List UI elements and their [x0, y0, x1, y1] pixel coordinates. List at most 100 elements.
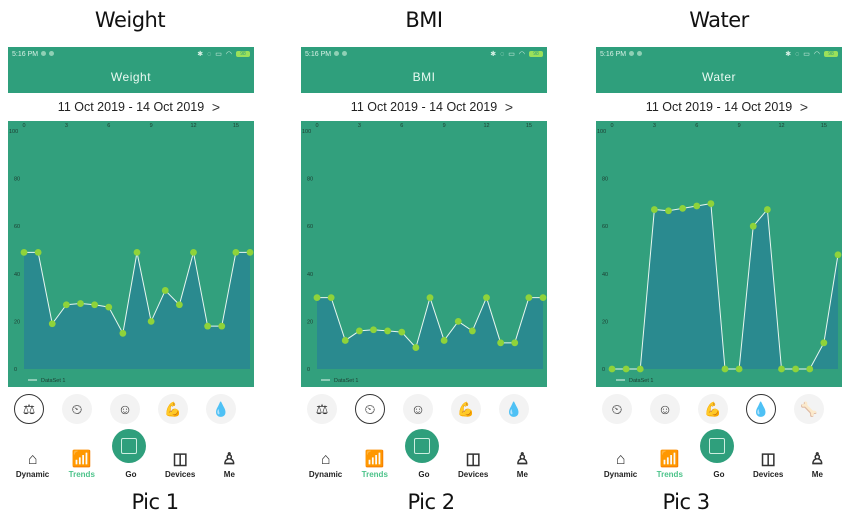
- data-point[interactable]: [483, 294, 490, 301]
- metric-selector[interactable]: ⚖⏲☺💪💧◁: [8, 389, 254, 429]
- water-drop-icon[interactable]: 💧: [746, 394, 776, 424]
- arm-muscle-icon[interactable]: 💪: [698, 394, 728, 424]
- chevron-right-icon[interactable]: >: [211, 99, 220, 115]
- data-point[interactable]: [679, 204, 687, 212]
- data-point[interactable]: [792, 365, 800, 373]
- data-point[interactable]: [622, 365, 630, 373]
- data-point[interactable]: [468, 327, 476, 335]
- data-point[interactable]: [105, 303, 113, 311]
- x-tick-label: 0: [315, 123, 318, 129]
- water-drop-icon[interactable]: 💧: [206, 394, 236, 424]
- date-range-bar[interactable]: 11 Oct 2019 - 14 Oct 2019 >: [8, 93, 254, 121]
- nav-go[interactable]: Go: [696, 450, 742, 479]
- data-point[interactable]: [384, 327, 392, 335]
- data-point[interactable]: [313, 294, 321, 301]
- body-fat-scale-icon[interactable]: ⏲: [602, 394, 632, 424]
- trend-chart[interactable]: 0 3 6 9 12 15 0 20 40 60 80 100 DataSet 1: [8, 121, 254, 387]
- data-point[interactable]: [370, 326, 377, 334]
- data-point[interactable]: [721, 365, 729, 373]
- data-point[interactable]: [636, 365, 644, 373]
- data-point[interactable]: [161, 287, 169, 294]
- data-point[interactable]: [77, 300, 84, 307]
- scale-icon[interactable]: ⚖: [14, 394, 44, 424]
- trend-chart[interactable]: 0 3 6 9 12 15 0 20 40 60 80 100 DataSet 1: [301, 121, 547, 387]
- date-range-bar[interactable]: 11 Oct 2019 - 14 Oct 2019 >: [596, 93, 842, 121]
- body-fat-scale-icon[interactable]: ⏲: [355, 394, 385, 424]
- muscle-body-icon[interactable]: ☺: [110, 394, 140, 424]
- chevron-right-icon[interactable]: >: [504, 99, 513, 115]
- data-point[interactable]: [412, 344, 420, 351]
- nav-trends[interactable]: 📶 Trends: [352, 450, 398, 479]
- data-point[interactable]: [232, 248, 240, 256]
- data-point[interactable]: [763, 206, 771, 213]
- data-point[interactable]: [327, 294, 335, 301]
- metric-selector[interactable]: ⚖⏲☺💪💧◁: [301, 389, 547, 429]
- scale-icon[interactable]: ⚖: [307, 394, 337, 424]
- data-point[interactable]: [398, 328, 406, 336]
- chevron-right-icon[interactable]: >: [799, 99, 808, 115]
- data-point[interactable]: [62, 301, 70, 309]
- data-point[interactable]: [608, 365, 616, 373]
- data-point[interactable]: [426, 294, 434, 301]
- muscle-body-icon[interactable]: ☺: [403, 394, 433, 424]
- data-point[interactable]: [834, 251, 842, 259]
- data-point[interactable]: [511, 339, 519, 347]
- data-point[interactable]: [806, 365, 814, 373]
- data-point[interactable]: [525, 294, 533, 301]
- y-tick-label: 60: [602, 224, 608, 230]
- data-point[interactable]: [34, 248, 42, 256]
- nav-dynamic[interactable]: ⌂ Dynamic: [303, 450, 349, 479]
- data-point[interactable]: [749, 222, 757, 230]
- nav-devices[interactable]: ◫ Devices: [157, 450, 203, 479]
- muscle-body-icon[interactable]: ☺: [650, 394, 680, 424]
- data-point[interactable]: [190, 248, 197, 256]
- water-drop-icon[interactable]: 💧: [499, 394, 529, 424]
- body-fat-scale-icon[interactable]: ⏲: [62, 394, 92, 424]
- data-point[interactable]: [778, 365, 785, 373]
- data-point[interactable]: [147, 318, 155, 325]
- nav-go[interactable]: Go: [108, 450, 154, 479]
- data-point[interactable]: [665, 207, 672, 215]
- arm-muscle-icon[interactable]: 💪: [451, 394, 481, 424]
- data-point[interactable]: [341, 337, 349, 344]
- nav-go[interactable]: Go: [401, 450, 447, 479]
- data-point[interactable]: [454, 318, 462, 325]
- data-point[interactable]: [440, 337, 448, 344]
- nav-me[interactable]: ♙ Me: [794, 450, 840, 479]
- data-point[interactable]: [735, 365, 743, 373]
- nav-devices[interactable]: ◫ Devices: [450, 450, 496, 479]
- date-range-bar[interactable]: 11 Oct 2019 - 14 Oct 2019 >: [301, 93, 547, 121]
- data-point[interactable]: [246, 248, 254, 256]
- go-measure-button[interactable]: [700, 429, 734, 463]
- bone-icon[interactable]: 🦴: [794, 394, 824, 424]
- nav-dynamic[interactable]: ⌂ Dynamic: [598, 450, 644, 479]
- nav-me[interactable]: ♙ Me: [206, 450, 252, 479]
- data-point[interactable]: [820, 339, 828, 347]
- data-point[interactable]: [693, 202, 701, 210]
- go-measure-button[interactable]: [405, 429, 439, 463]
- trend-chart[interactable]: 0 3 6 9 12 15 0 20 40 60 80 100 DataSet 1: [596, 121, 842, 387]
- data-point[interactable]: [650, 206, 658, 213]
- data-point[interactable]: [707, 200, 715, 207]
- nav-label: Trends: [656, 470, 683, 479]
- data-point[interactable]: [204, 322, 212, 330]
- data-point[interactable]: [497, 339, 505, 347]
- data-point[interactable]: [539, 294, 547, 301]
- data-point[interactable]: [175, 301, 183, 309]
- data-point[interactable]: [91, 301, 99, 309]
- nav-trends[interactable]: 📶 Trends: [647, 450, 693, 479]
- nav-devices[interactable]: ◫ Devices: [745, 450, 791, 479]
- metric-selector[interactable]: ⏲☺💪💧🦴◁: [596, 389, 842, 429]
- go-measure-button[interactable]: [112, 429, 146, 463]
- data-point[interactable]: [48, 320, 56, 328]
- arm-muscle-icon[interactable]: 💪: [158, 394, 188, 424]
- data-point[interactable]: [355, 327, 363, 335]
- data-point[interactable]: [119, 329, 127, 337]
- nav-trends[interactable]: 📶 Trends: [59, 450, 105, 479]
- data-point[interactable]: [20, 248, 28, 256]
- data-point[interactable]: [218, 322, 226, 330]
- nav-dynamic[interactable]: ⌂ Dynamic: [10, 450, 56, 479]
- alarm-icon: ◌: [207, 50, 212, 58]
- nav-me[interactable]: ♙ Me: [499, 450, 545, 479]
- data-point[interactable]: [133, 248, 141, 256]
